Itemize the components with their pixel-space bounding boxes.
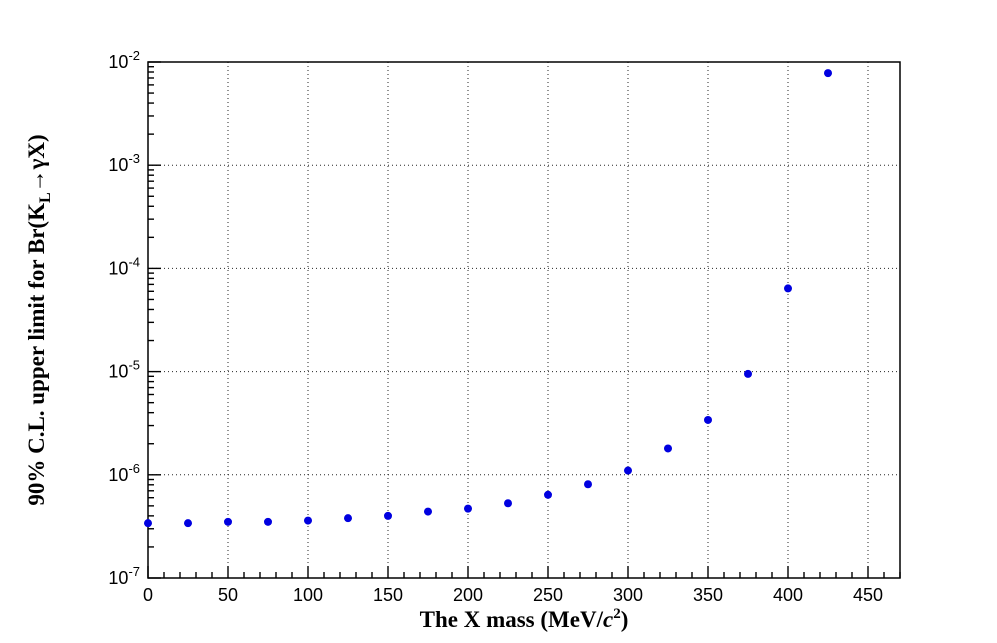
y-tick-label: 10-4 [108,254,140,278]
data-point [264,517,272,526]
x-tick-label: 0 [143,585,153,605]
x-axis-title: The X mass (MeV/c2) [420,606,629,632]
y-tick-label: 10-3 [108,151,140,175]
y-tick-label: 10-2 [108,48,140,72]
x-tick-label: 200 [453,585,483,605]
x-tick-label: 400 [773,585,803,605]
data-point [824,69,832,78]
plot-frame [147,61,901,579]
x-tick-label: 150 [373,585,403,605]
x-tick-label: 250 [533,585,563,605]
x-tick-label: 350 [693,585,723,605]
y-tick-label: 10-6 [108,461,140,485]
data-point [704,415,712,424]
data-point [304,516,312,525]
data-point [584,480,592,489]
data-point [464,504,472,513]
data-point [504,499,512,508]
data-point [424,507,432,516]
data-series [144,69,832,528]
data-point [184,519,192,528]
data-point [144,519,152,528]
y-axis-title: 90% C.L. upper limit for Br(KL→γX) [24,134,54,505]
x-tick-label: 450 [853,585,883,605]
data-point [664,444,672,453]
x-tick-label: 300 [613,585,643,605]
x-tick-labels: 0 50 100 150 200 250 300 350 400 450 [143,585,883,605]
x-tick-label: 50 [218,585,238,605]
data-point [344,514,352,523]
y-tick-label: 10-5 [108,358,140,382]
data-point [624,466,632,475]
grid [148,62,900,578]
data-point [784,284,792,293]
y-tick-labels: 10-7 10-6 10-5 10-4 10-3 10-2 [108,48,140,588]
x-tick-label: 100 [293,585,323,605]
data-point [744,369,752,378]
data-point [544,490,552,499]
y-tick-label: 10-7 [108,564,140,588]
data-point [384,511,392,520]
axis-ticks [147,61,901,579]
data-point [224,517,232,526]
